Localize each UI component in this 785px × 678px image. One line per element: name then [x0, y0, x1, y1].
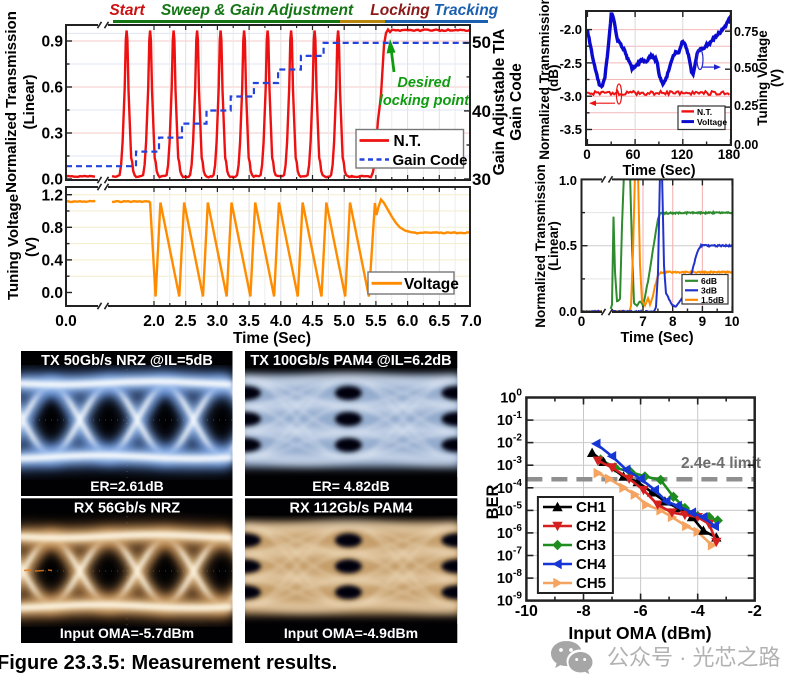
svg-text:CH4: CH4: [576, 556, 607, 573]
svg-text:40: 40: [472, 102, 491, 121]
svg-text:CH3: CH3: [576, 537, 606, 554]
svg-text:0.0: 0.0: [41, 172, 63, 189]
svg-text:3dB: 3dB: [701, 286, 717, 296]
svg-text:Normalized Transmission: Normalized Transmission: [537, 0, 552, 160]
svg-text:CH5: CH5: [576, 575, 606, 592]
svg-text:0.9: 0.9: [41, 34, 63, 51]
svg-text:(Linear): (Linear): [546, 221, 561, 271]
svg-text:-8: -8: [576, 603, 590, 620]
svg-text:0.6: 0.6: [41, 80, 63, 97]
svg-text:Normalized Transmission: Normalized Transmission: [3, 11, 20, 193]
svg-text:N.T.: N.T.: [697, 107, 712, 117]
svg-text:0: 0: [578, 314, 586, 329]
svg-text:Start: Start: [109, 2, 145, 19]
svg-text:Sweep & Gain Adjustment: Sweep & Gain Adjustment: [161, 2, 354, 19]
svg-text:Tuning Voltage: Tuning Voltage: [5, 194, 22, 300]
svg-text:BER: BER: [484, 485, 502, 520]
svg-text:Tracking: Tracking: [434, 2, 499, 19]
svg-text:Input OMA (dBm): Input OMA (dBm): [568, 623, 711, 643]
svg-text:0.75: 0.75: [734, 25, 758, 39]
svg-text:Voltage: Voltage: [404, 276, 459, 293]
svg-text:-10: -10: [515, 603, 538, 620]
svg-text:0.3: 0.3: [41, 126, 63, 143]
svg-text:Gain Code: Gain Code: [393, 152, 468, 169]
svg-text:10: 10: [724, 314, 739, 329]
svg-text:Time (Sec): Time (Sec): [620, 330, 693, 346]
svg-text:TX 50Gb/s NRZ @IL=5dB: TX 50Gb/s NRZ @IL=5dB: [41, 353, 213, 369]
svg-text:6.5: 6.5: [429, 313, 451, 330]
svg-text:7: 7: [639, 314, 647, 329]
svg-text:locking point: locking point: [379, 93, 470, 109]
svg-text:Time (Sec): Time (Sec): [233, 330, 311, 347]
svg-text:60: 60: [625, 147, 640, 162]
svg-text:1.5dB: 1.5dB: [701, 295, 724, 305]
svg-text:6.0: 6.0: [397, 313, 419, 330]
svg-text:-2.5: -2.5: [560, 56, 582, 71]
svg-text:Locking: Locking: [370, 2, 430, 19]
svg-text:4.5: 4.5: [302, 313, 324, 330]
svg-text:Gain Adjustable TIA: Gain Adjustable TIA: [491, 29, 508, 176]
svg-text:Desired: Desired: [397, 75, 451, 91]
svg-text:180: 180: [718, 147, 741, 162]
svg-text:0: 0: [583, 147, 591, 162]
svg-text:-2.0: -2.0: [560, 22, 582, 37]
svg-text:RX 112Gb/s PAM4: RX 112Gb/s PAM4: [289, 500, 412, 516]
svg-text:(V): (V): [23, 237, 40, 257]
svg-text:3.5: 3.5: [238, 313, 260, 330]
svg-text:-3.5: -3.5: [560, 122, 582, 137]
svg-text:0.25: 0.25: [734, 99, 758, 113]
svg-text:CH2: CH2: [576, 518, 606, 535]
svg-text:Normalized Transmission: Normalized Transmission: [533, 164, 548, 328]
svg-text:0.0: 0.0: [41, 285, 63, 302]
svg-text:2.0: 2.0: [143, 313, 165, 330]
svg-text:Tuning Voltage: Tuning Voltage: [755, 30, 770, 126]
svg-text:2.4e-4 limit: 2.4e-4 limit: [681, 455, 761, 472]
svg-text:2.5: 2.5: [175, 313, 197, 330]
svg-text:ER= 4.82dB: ER= 4.82dB: [312, 478, 389, 494]
svg-text:公众号 · 光芯之路: 公众号 · 光芯之路: [607, 645, 781, 670]
svg-text:30: 30: [472, 170, 491, 189]
svg-text:4.0: 4.0: [270, 313, 292, 330]
svg-text:RX 56Gb/s NRZ: RX 56Gb/s NRZ: [74, 500, 180, 516]
svg-text:0.0: 0.0: [559, 304, 577, 319]
svg-text:1.2: 1.2: [41, 188, 63, 205]
svg-text:9: 9: [699, 314, 707, 329]
svg-text:0.0: 0.0: [55, 313, 77, 330]
svg-text:(dB): (dB): [546, 65, 561, 92]
svg-text:N.T.: N.T.: [394, 133, 422, 150]
svg-text:0.00: 0.00: [734, 138, 758, 152]
svg-text:0.5: 0.5: [559, 238, 577, 253]
svg-text:120: 120: [671, 147, 694, 162]
svg-text:-6: -6: [633, 603, 647, 620]
svg-text:6dB: 6dB: [701, 276, 717, 286]
svg-text:Input OMA=-5.7dBm: Input OMA=-5.7dBm: [60, 625, 194, 641]
svg-text:CH1: CH1: [576, 499, 606, 516]
svg-text:Figure 23.3.5: Measurement res: Figure 23.3.5: Measurement results.: [0, 652, 337, 674]
svg-text:0.50: 0.50: [734, 61, 758, 75]
svg-text:ER=2.61dB: ER=2.61dB: [90, 478, 164, 494]
svg-text:-3.0: -3.0: [560, 89, 582, 104]
svg-text:Input OMA=-4.9dBm: Input OMA=-4.9dBm: [284, 625, 418, 641]
svg-text:-4: -4: [691, 603, 705, 620]
svg-text:TX 100Gb/s PAM4 @IL=6.2dB: TX 100Gb/s PAM4 @IL=6.2dB: [250, 353, 451, 369]
svg-text:Time (Sec): Time (Sec): [622, 163, 695, 179]
svg-text:7.0: 7.0: [460, 313, 482, 330]
svg-text:Gain Code: Gain Code: [508, 63, 525, 141]
svg-text:1.0: 1.0: [559, 173, 577, 188]
svg-text:0.4: 0.4: [41, 253, 63, 270]
svg-text:50: 50: [472, 33, 491, 52]
svg-text:5.0: 5.0: [333, 313, 355, 330]
svg-text:8: 8: [669, 314, 677, 329]
svg-text:-2: -2: [748, 603, 762, 620]
svg-text:(V): (V): [769, 69, 784, 87]
svg-text:Voltage: Voltage: [697, 117, 727, 127]
svg-text:3.0: 3.0: [207, 313, 229, 330]
svg-text:5.5: 5.5: [365, 313, 387, 330]
svg-text:0.8: 0.8: [41, 220, 63, 237]
svg-text:(Linear): (Linear): [21, 74, 38, 129]
